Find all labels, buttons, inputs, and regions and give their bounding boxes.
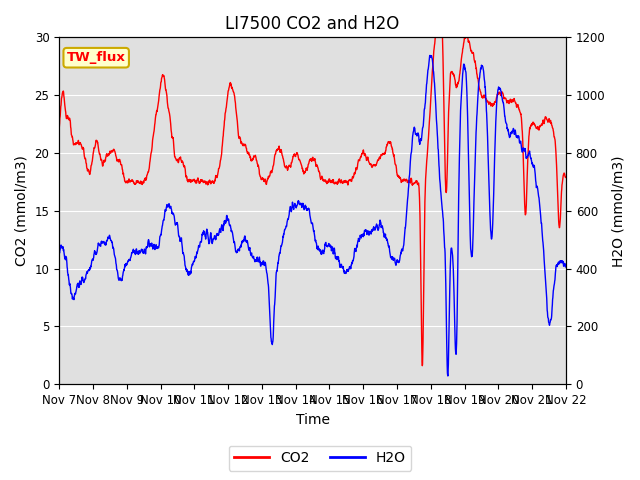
CO2 <box>419 363 426 369</box>
Text: TW_flux: TW_flux <box>67 51 125 64</box>
CO2 <box>460 39 468 45</box>
CO2 <box>562 175 570 180</box>
Line: CO2: CO2 <box>59 37 566 366</box>
H2O <box>327 244 335 250</box>
CO2 <box>532 124 540 130</box>
CO2 <box>518 118 525 124</box>
H2O <box>196 239 204 244</box>
CO2 <box>196 178 204 184</box>
Legend: CO2, H2O: CO2, H2O <box>228 445 412 471</box>
H2O <box>562 263 570 268</box>
H2O <box>444 373 452 379</box>
CO2 <box>338 179 346 184</box>
H2O <box>518 146 525 152</box>
H2O <box>338 264 346 270</box>
CO2 <box>55 126 63 132</box>
H2O <box>426 53 434 59</box>
Y-axis label: CO2 (mmol/m3): CO2 (mmol/m3) <box>15 156 29 266</box>
H2O <box>460 62 468 68</box>
Title: LI7500 CO2 and H2O: LI7500 CO2 and H2O <box>225 15 400 33</box>
H2O <box>532 178 540 184</box>
Y-axis label: H2O (mmol/m3): H2O (mmol/m3) <box>611 155 625 266</box>
CO2 <box>431 35 439 40</box>
H2O <box>55 251 63 256</box>
X-axis label: Time: Time <box>296 413 330 427</box>
CO2 <box>327 179 335 184</box>
Line: H2O: H2O <box>59 56 566 376</box>
